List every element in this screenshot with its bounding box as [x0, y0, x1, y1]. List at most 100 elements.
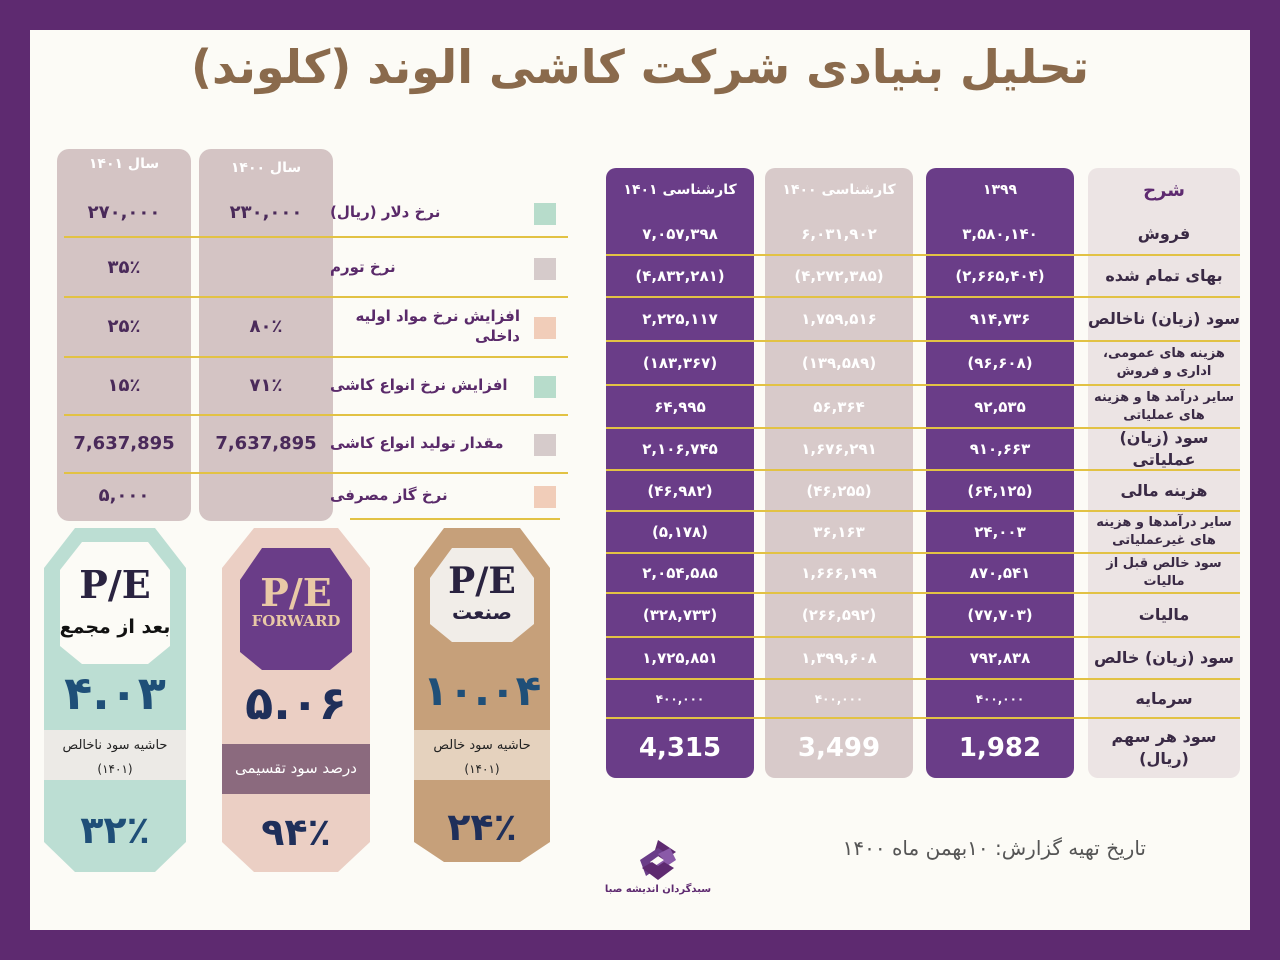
- cell-1401: (۳۲۸,۷۳۳): [642, 606, 718, 624]
- row-label: مالیات: [1138, 605, 1190, 625]
- cell-1399: ۹۱۴,۷۳۶: [969, 310, 1031, 328]
- cell-1399: (۹۶,۶۰۸): [967, 354, 1033, 372]
- row-divider: [606, 254, 1240, 256]
- cell-1399: ۹۲,۵۳۵: [974, 397, 1026, 416]
- report-date: تاریخ تهیه گزارش: ۱۰بهمن ماه ۱۴۰۰: [842, 836, 1146, 860]
- assumption-label: نرخ تورم: [330, 257, 396, 276]
- pe-label-after-assembly: P/E: [79, 562, 151, 607]
- assumption-color-swatch: [534, 317, 556, 339]
- row-divider: [606, 678, 1240, 680]
- row-label: سود خالص قبل از مالیات: [1106, 556, 1222, 589]
- assumption-value-1400: ۷۱٪: [249, 374, 283, 396]
- cell-1400: (۲۶۶,۵۹۲): [801, 606, 877, 624]
- row-label: سود (زیان) ناخالص: [1087, 309, 1240, 329]
- column-1399: ۱۳۹۹: [926, 168, 1074, 778]
- cell-1399: ۴۰۰,۰۰۰: [975, 691, 1025, 706]
- cell-1401: ۱,۷۲۵,۸۵۱: [642, 649, 718, 667]
- assumption-label: افزایش نرخ انواع کاشی: [330, 375, 508, 394]
- pe-card-mint-hex: [60, 542, 170, 664]
- cell-1400: (۴۶,۲۵۵): [806, 481, 872, 500]
- pe-card-tan-hex: [430, 548, 534, 642]
- cell-1400: (۱۳۹,۵۸۹): [801, 354, 877, 372]
- column-header-1401: کارشناسی ۱۴۰۱: [623, 182, 737, 198]
- assumption-color-swatch: [534, 434, 556, 456]
- net-margin-year: (۱۴۰۱): [464, 762, 500, 776]
- row-divider: [606, 384, 1240, 386]
- row-label: سود (زیان) عملیاتی: [1119, 428, 1209, 469]
- row-label: سایر درآمد ها و هزینه های عملیاتی: [1093, 389, 1235, 423]
- assumption-value-1401: ۵,۰۰۰: [98, 484, 150, 506]
- cell-1401: (۱۸۳,۳۶۷): [642, 354, 718, 372]
- gross-margin-year: (۱۴۰۱): [97, 762, 133, 776]
- assumption-value-1400: ۸۰٪: [249, 315, 283, 337]
- pe-card-mint-band: [44, 730, 186, 780]
- assumption-value-1400: ۲۳۰,۰۰۰: [229, 201, 303, 223]
- row-divider: [606, 636, 1240, 638]
- row-divider: [606, 552, 1240, 554]
- cell-1400: ۴۰۰,۰۰۰: [814, 691, 864, 706]
- pe-value-industry: ۱۰.۰۴: [422, 666, 542, 715]
- pe-card-tan-band: [414, 730, 550, 780]
- assumption-label: نرخ دلار (ریال): [330, 202, 441, 221]
- row-label: هزینه های عمومی، اداری و فروش: [1103, 346, 1225, 379]
- assumption-label: نرخ گاز مصرفی: [330, 485, 448, 504]
- assumption-divider: [64, 414, 568, 416]
- assumption-color-swatch: [534, 486, 556, 508]
- cell-1400: ۱,۷۵۹,۵۱۶: [801, 310, 877, 328]
- cell-1400: ۳۶,۱۶۳: [813, 523, 865, 541]
- assumption-color-swatch: [534, 258, 556, 280]
- cell-1401: ۴۰۰,۰۰۰: [655, 691, 705, 706]
- company-logo-icon: [640, 840, 676, 880]
- column-1401: کارشناسی ۱۴۰۱: [606, 168, 754, 778]
- pe-value-forward: ۵.۰۶: [245, 676, 347, 730]
- assumption-divider: [64, 236, 568, 238]
- pe-card-pink-band: [222, 744, 370, 794]
- cell-1401: (۴,۸۳۲,۲۸۱): [635, 267, 725, 285]
- page-title: تحلیل بنیادی شرکت کاشی الوند (کلوند): [190, 40, 1090, 94]
- pe-label-forward: P/E: [260, 570, 332, 615]
- cell-1399: 1,982: [958, 733, 1042, 763]
- pe-sub-after-assembly: بعد از مجمع: [59, 616, 171, 638]
- assumption-value-1400: 7,637,895: [215, 432, 317, 454]
- column-1400: کارشناسی ۱۴۰۰: [765, 168, 913, 778]
- row-label: فروش: [1137, 224, 1191, 244]
- cell-1401: (۵,۱۷۸): [651, 523, 709, 541]
- row-divider: [606, 340, 1240, 342]
- assumption-value-1401: ۳۵٪: [107, 256, 141, 278]
- assumption-value-1401: ۲۷۰,۰۰۰: [87, 201, 161, 223]
- cell-1401: ۲,۱۰۶,۷۴۵: [642, 440, 718, 458]
- assumption-color-swatch: [534, 203, 556, 225]
- cell-1400: ۱,۶۶۶,۱۹۹: [801, 564, 877, 582]
- cell-1400: ۶,۰۳۱,۹۰۲: [801, 225, 877, 243]
- assumption-value-1401: ۲۵٪: [107, 315, 141, 337]
- cell-1399: ۷۹۲,۸۳۸: [969, 649, 1031, 667]
- pe-sub-forward: FORWARD: [251, 612, 341, 630]
- net-margin-value: ۲۴٪: [447, 805, 517, 849]
- row-divider: [606, 510, 1240, 512]
- cell-1401: ۷,۰۵۷,۳۹۸: [642, 225, 718, 243]
- cell-1399: (۷۷,۷۰۳): [967, 606, 1033, 624]
- assumption-divider: [64, 356, 568, 358]
- row-label: هزینه مالی: [1120, 480, 1208, 500]
- assumption-color-swatch: [534, 376, 556, 398]
- cell-1399: ۸۷۰,۵۴۱: [969, 564, 1031, 582]
- cell-1399: ۲۴,۰۰۳: [974, 523, 1026, 541]
- assumption-divider: [64, 296, 568, 298]
- column-header-1399: ۱۳۹۹: [982, 182, 1018, 198]
- assumptions-header-1400: سال ۱۴۰۰: [230, 160, 302, 176]
- cell-1400: ۵۶,۳۶۴: [813, 397, 865, 416]
- gross-margin-value: ۳۲٪: [80, 808, 150, 852]
- cell-1400: ۱,۳۹۹,۶۰۸: [801, 649, 877, 667]
- cell-1399: (۲,۶۶۵,۴۰۴): [955, 267, 1045, 285]
- cell-1400: ۱,۶۷۶,۲۹۱: [801, 440, 877, 458]
- net-margin-label: حاشیه سود خالص: [433, 738, 531, 753]
- assumption-label: مقدار تولید انواع کاشی: [330, 433, 504, 452]
- pe-card-pink-hex: [240, 548, 352, 670]
- dividend-percent-value: ۹۴٪: [261, 810, 331, 854]
- cell-1401: ۲,۲۲۵,۱۱۷: [642, 310, 718, 328]
- assumption-value-1401: 7,637,895: [73, 432, 175, 454]
- cell-1400: (۴,۲۷۲,۳۸۵): [794, 267, 884, 285]
- label-column: شرح: [1088, 168, 1240, 778]
- assumption-divider: [350, 518, 560, 520]
